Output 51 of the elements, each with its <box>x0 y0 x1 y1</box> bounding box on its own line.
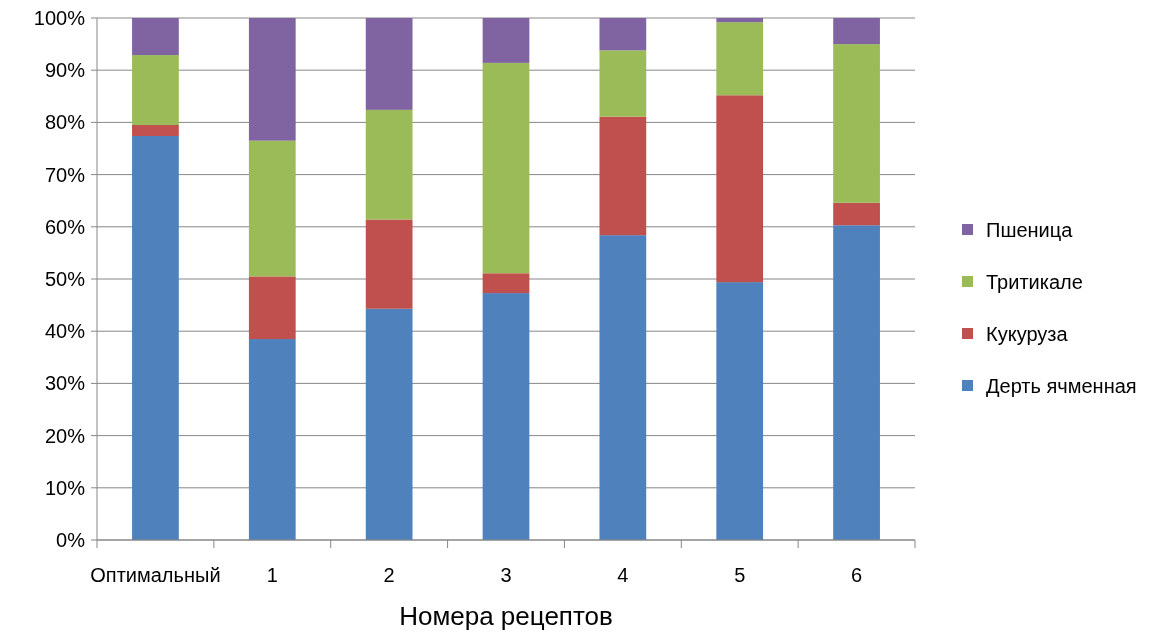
y-tick-label: 100% <box>33 7 86 29</box>
y-tick-label: 50% <box>44 268 86 290</box>
bar <box>482 293 530 540</box>
bar <box>833 18 880 45</box>
legend-label: Тритикале <box>986 271 1083 293</box>
bar <box>833 225 880 540</box>
bar <box>716 282 764 540</box>
y-tick-label: 0% <box>56 529 86 551</box>
y-tick-label: 40% <box>44 320 86 343</box>
y-tick-label: 60% <box>44 215 86 238</box>
x-tick-label: Оптимальный <box>90 564 221 586</box>
bar <box>833 44 880 203</box>
bar <box>132 18 179 56</box>
bar <box>132 55 179 126</box>
bar <box>716 18 764 23</box>
legend-label: Кукуруза <box>986 323 1069 345</box>
bar <box>716 95 764 283</box>
bar <box>599 50 647 117</box>
bar <box>482 18 530 63</box>
bar <box>482 62 530 274</box>
y-tick-label: 90% <box>44 59 86 82</box>
bar <box>365 308 413 540</box>
y-tick-label: 80% <box>44 111 86 134</box>
bar <box>599 116 647 236</box>
x-axis-title: Номера рецептов <box>399 601 613 631</box>
bar <box>248 140 296 277</box>
x-tick-label: 1 <box>266 564 278 586</box>
bar <box>365 109 413 220</box>
bar <box>599 18 647 51</box>
y-tick-label: 30% <box>44 372 86 395</box>
bar <box>365 18 413 110</box>
legend-label: Дерть ячменная <box>986 375 1137 397</box>
bar <box>248 276 296 340</box>
bar <box>248 339 296 540</box>
bar <box>599 235 647 540</box>
bar <box>248 18 296 141</box>
bar <box>132 135 179 540</box>
bar <box>482 273 530 294</box>
x-tick-label: 2 <box>383 564 395 586</box>
y-tick-label: 10% <box>44 476 86 499</box>
y-tick-label: 70% <box>44 163 86 186</box>
x-tick-label: 5 <box>734 564 746 586</box>
legend-label: Пшеница <box>986 219 1074 241</box>
x-tick-label: 4 <box>617 564 629 586</box>
y-tick-label: 20% <box>44 424 86 447</box>
x-tick-label: 3 <box>500 564 512 586</box>
x-tick-label: 6 <box>851 564 863 586</box>
bar <box>833 202 880 226</box>
bar <box>132 125 179 136</box>
bar <box>365 219 413 309</box>
bar <box>716 22 764 96</box>
